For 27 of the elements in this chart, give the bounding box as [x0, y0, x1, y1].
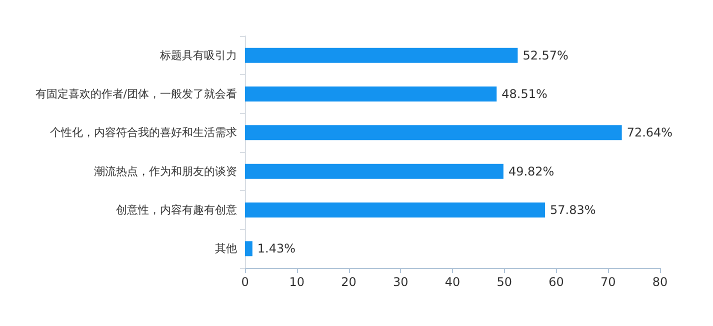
x-tick-label: 30 [392, 275, 408, 289]
data-label: 49.82% [508, 164, 554, 178]
x-tick-label: 20 [341, 275, 356, 289]
y-tick-label: 标题具有吸引力 [159, 48, 237, 62]
data-label: 72.64% [626, 126, 673, 140]
x-tick-label: 0 [241, 275, 249, 289]
data-label: 1.43% [257, 242, 296, 256]
bar [245, 164, 504, 179]
x-tick-label: 80 [652, 275, 668, 289]
data-label: 57.83% [550, 203, 596, 217]
x-tick-label: 60 [548, 275, 564, 289]
data-label: 48.51% [502, 87, 548, 101]
y-tick-label: 有固定喜欢的作者/团体，一般发了就会看 [35, 88, 237, 100]
bar [245, 202, 545, 218]
x-tick-label: 50 [496, 275, 512, 289]
x-tick-label: 40 [444, 275, 460, 289]
y-tick-label: 个性化，内容符合我的喜好和生活需求 [50, 126, 237, 140]
y-tick-label: 其他 [215, 242, 237, 256]
x-tick-label: 10 [289, 275, 305, 289]
bar [245, 241, 252, 256]
data-label: 52.57% [522, 48, 568, 62]
bar [245, 125, 622, 140]
y-tick-label: 潮流热点，作为和朋友的谈资 [94, 164, 237, 178]
bar [245, 86, 497, 102]
y-tick-label: 创意性，内容有趣有创意 [116, 204, 237, 216]
bar [245, 48, 518, 63]
x-tick-label: 70 [600, 275, 616, 289]
